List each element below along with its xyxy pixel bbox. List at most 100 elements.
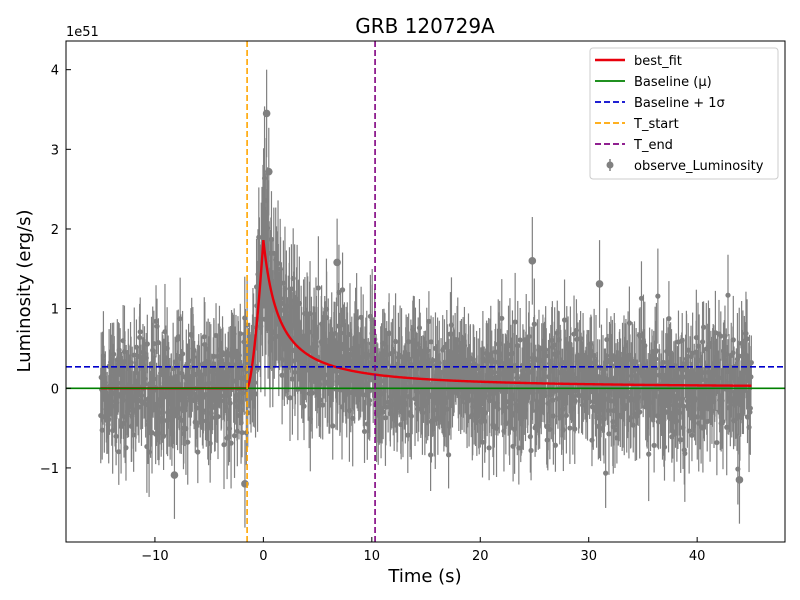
data-point: [527, 434, 533, 440]
data-point: [735, 476, 744, 484]
data-point: [137, 329, 143, 335]
data-point: [339, 287, 346, 293]
data-point: [358, 314, 364, 320]
data-point: [526, 333, 532, 340]
data-point: [736, 353, 742, 359]
data-point: [681, 403, 687, 409]
data-point: [637, 409, 643, 415]
data-point: [315, 285, 321, 291]
y-tick-label: 2: [51, 223, 59, 238]
y-tick-label: 1: [51, 303, 59, 318]
legend-label: Baseline + 1σ: [634, 96, 725, 111]
y-tick-label: 4: [51, 64, 59, 79]
data-point: [228, 440, 234, 446]
data-point: [516, 445, 522, 451]
data-point: [220, 351, 226, 358]
data-point: [287, 395, 293, 401]
legend-label: observe_Luminosity: [634, 159, 764, 174]
y-offset-label: 1e51: [66, 25, 99, 40]
data-point: [678, 437, 684, 443]
data-point: [595, 280, 604, 288]
data-point: [215, 414, 221, 420]
legend-swatch: [606, 161, 614, 169]
data-point: [682, 450, 688, 457]
data-point: [446, 452, 452, 458]
data-point: [603, 470, 609, 476]
chart-title: GRB 120729A: [355, 14, 495, 38]
data-point: [528, 257, 537, 265]
data-point: [666, 315, 672, 322]
y-tick-label: −1: [40, 462, 59, 477]
data-point: [542, 392, 548, 399]
x-tick-label: 40: [689, 549, 706, 564]
reference-lines: [66, 41, 785, 542]
data-point: [747, 405, 753, 411]
data-point: [231, 433, 238, 439]
data-point: [144, 341, 150, 347]
data-point: [211, 361, 217, 367]
data-point: [482, 418, 488, 424]
data-point: [177, 316, 183, 322]
data-point: [674, 418, 680, 424]
data-point: [748, 360, 754, 366]
x-axis-title: Time (s): [387, 566, 461, 587]
data-point: [242, 315, 248, 321]
data-point: [561, 317, 568, 323]
x-tick-label: 20: [472, 549, 489, 564]
data-point: [426, 318, 432, 324]
legend-label: T_end: [633, 138, 673, 153]
data-point: [392, 338, 399, 345]
data-point: [714, 439, 720, 446]
data-point: [544, 437, 550, 443]
data-point: [333, 258, 341, 267]
data-point: [383, 404, 389, 410]
data-point: [239, 430, 245, 436]
data-point: [606, 431, 612, 437]
data-point: [318, 397, 324, 403]
data-point: [660, 359, 667, 366]
plot-frame: [65, 40, 786, 543]
data-point: [408, 413, 414, 419]
data-point: [730, 337, 736, 343]
data-point: [430, 357, 436, 364]
x-tick-label: 30: [580, 549, 597, 564]
data-point: [563, 412, 569, 419]
data-point: [195, 449, 201, 455]
data-point: [419, 410, 426, 416]
data-point: [309, 390, 315, 396]
data-point: [612, 427, 618, 433]
y-tick-label: 3: [51, 143, 59, 158]
data-point: [128, 359, 134, 366]
data-point: [718, 333, 724, 339]
data-point: [549, 337, 555, 343]
data-point: [517, 337, 523, 343]
data-point: [262, 109, 271, 118]
data-point: [131, 432, 137, 438]
data-point: [570, 371, 576, 378]
data-point: [486, 445, 492, 451]
data-point: [151, 376, 157, 382]
data-point: [155, 340, 161, 346]
data-point: [626, 320, 632, 326]
data-point: [744, 336, 750, 342]
x-tick-label: 0: [259, 549, 267, 564]
legend-label: T_start: [633, 117, 679, 132]
legend-label: best_fit: [634, 54, 682, 69]
legend-box: [589, 47, 779, 180]
data-point: [123, 445, 129, 451]
data-point: [99, 427, 105, 433]
legend-label: Baseline (μ): [634, 75, 712, 90]
data-point: [609, 353, 615, 359]
data-point: [264, 167, 273, 176]
data-point: [160, 433, 167, 439]
data-point: [367, 388, 373, 394]
data-point: [604, 336, 610, 343]
data-point: [329, 334, 335, 340]
data-point: [186, 364, 192, 370]
data-point: [700, 324, 707, 330]
data-point: [651, 442, 657, 448]
data-point: [350, 415, 356, 421]
data-point: [725, 292, 731, 298]
y-axis-title: Luminosity (erg/s): [14, 210, 35, 373]
